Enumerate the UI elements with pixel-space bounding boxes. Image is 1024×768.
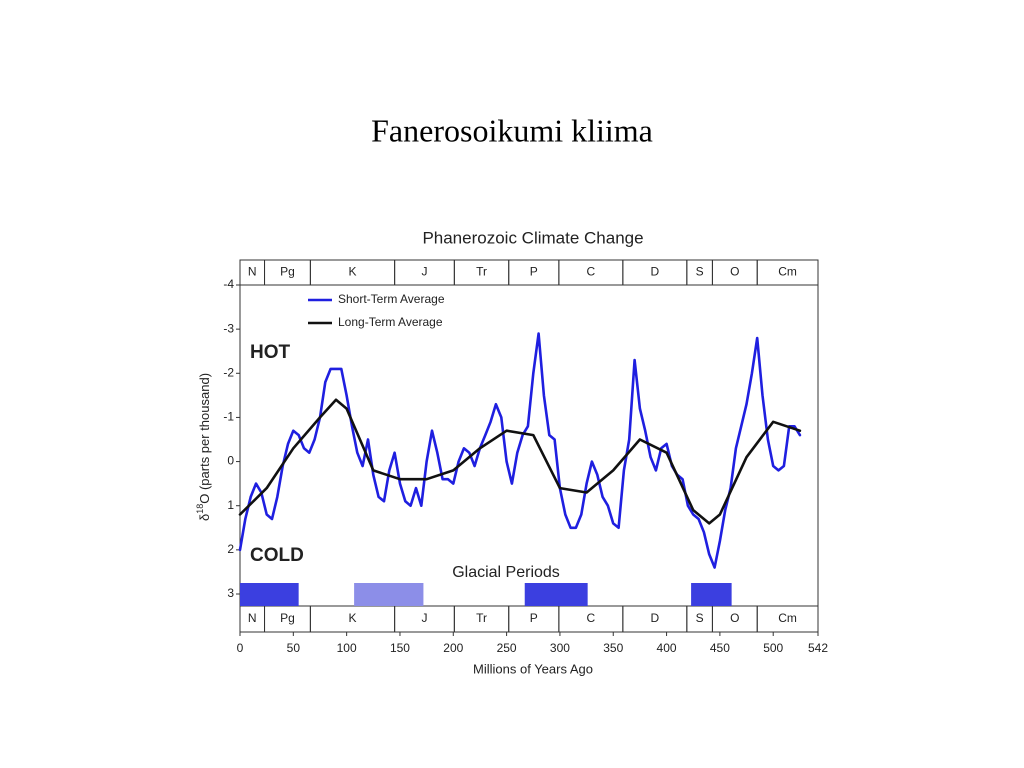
x-tick-label: 200	[443, 641, 463, 655]
y-tick-label: -4	[223, 277, 234, 291]
y-tick-label: 1	[227, 498, 234, 512]
x-tick-label: 500	[763, 641, 783, 655]
chart-title: Phanerozoic Climate Change	[422, 228, 643, 247]
y-label-prefix: δ	[197, 514, 212, 521]
period-label: O	[730, 611, 739, 625]
y-tick-label: -2	[223, 365, 234, 379]
period-label: S	[696, 265, 704, 279]
y-tick-label: 0	[227, 454, 234, 468]
glacial-bar	[354, 583, 424, 606]
period-label: O	[730, 265, 739, 279]
legend-label: Long-Term Average	[338, 315, 443, 329]
y-tick-label: 2	[227, 542, 234, 556]
period-label: Cm	[778, 265, 797, 279]
period-label: Pg	[280, 611, 295, 625]
x-tick-label: 100	[337, 641, 357, 655]
glacial-bar	[524, 583, 588, 606]
period-label: K	[348, 265, 356, 279]
x-tick-label: 0	[237, 641, 244, 655]
period-label: J	[421, 265, 427, 279]
period-label: D	[651, 611, 660, 625]
period-label: J	[421, 611, 427, 625]
period-label: Tr	[476, 265, 487, 279]
period-label: N	[248, 611, 257, 625]
period-label: K	[348, 611, 356, 625]
period-cell	[756, 605, 819, 633]
x-tick-label: 250	[497, 641, 517, 655]
x-tick-label: 350	[603, 641, 623, 655]
period-label: D	[651, 265, 660, 279]
period-label: Cm	[778, 611, 797, 625]
period-label: S	[696, 611, 704, 625]
glacial-bar	[240, 583, 299, 606]
period-label: C	[587, 611, 596, 625]
period-label: Pg	[280, 265, 295, 279]
slide-title: Fanerosoikumi kliima	[371, 112, 653, 148]
x-tick-label: 300	[550, 641, 570, 655]
x-tick-label: 150	[390, 641, 410, 655]
annotation: COLD	[250, 545, 304, 566]
period-label: C	[587, 265, 596, 279]
period-label: P	[530, 265, 538, 279]
y-tick-label: 3	[227, 586, 234, 600]
series-line	[238, 398, 802, 525]
x-tick-label: 400	[657, 641, 677, 655]
series-line	[238, 332, 802, 569]
legend-label: Short-Term Average	[338, 292, 445, 306]
period-label: P	[530, 611, 538, 625]
period-label: N	[248, 265, 257, 279]
annotation: HOT	[250, 342, 291, 363]
glacial-bar	[691, 583, 732, 606]
period-cell	[756, 259, 819, 286]
x-tick-label: 542	[808, 641, 828, 655]
x-axis-label: Millions of Years Ago	[473, 661, 593, 676]
y-tick-label: -1	[223, 410, 234, 424]
glacial-label: Glacial Periods	[452, 564, 560, 581]
y-tick-label: -3	[223, 321, 234, 335]
y-label-suffix: O (parts per thousand)	[197, 373, 212, 504]
x-tick-label: 50	[287, 641, 301, 655]
y-axis-label: δ18O (parts per thousand)	[195, 373, 212, 521]
x-tick-label: 450	[710, 641, 730, 655]
y-label-sup: 18	[195, 504, 205, 514]
period-label: Tr	[476, 611, 487, 625]
